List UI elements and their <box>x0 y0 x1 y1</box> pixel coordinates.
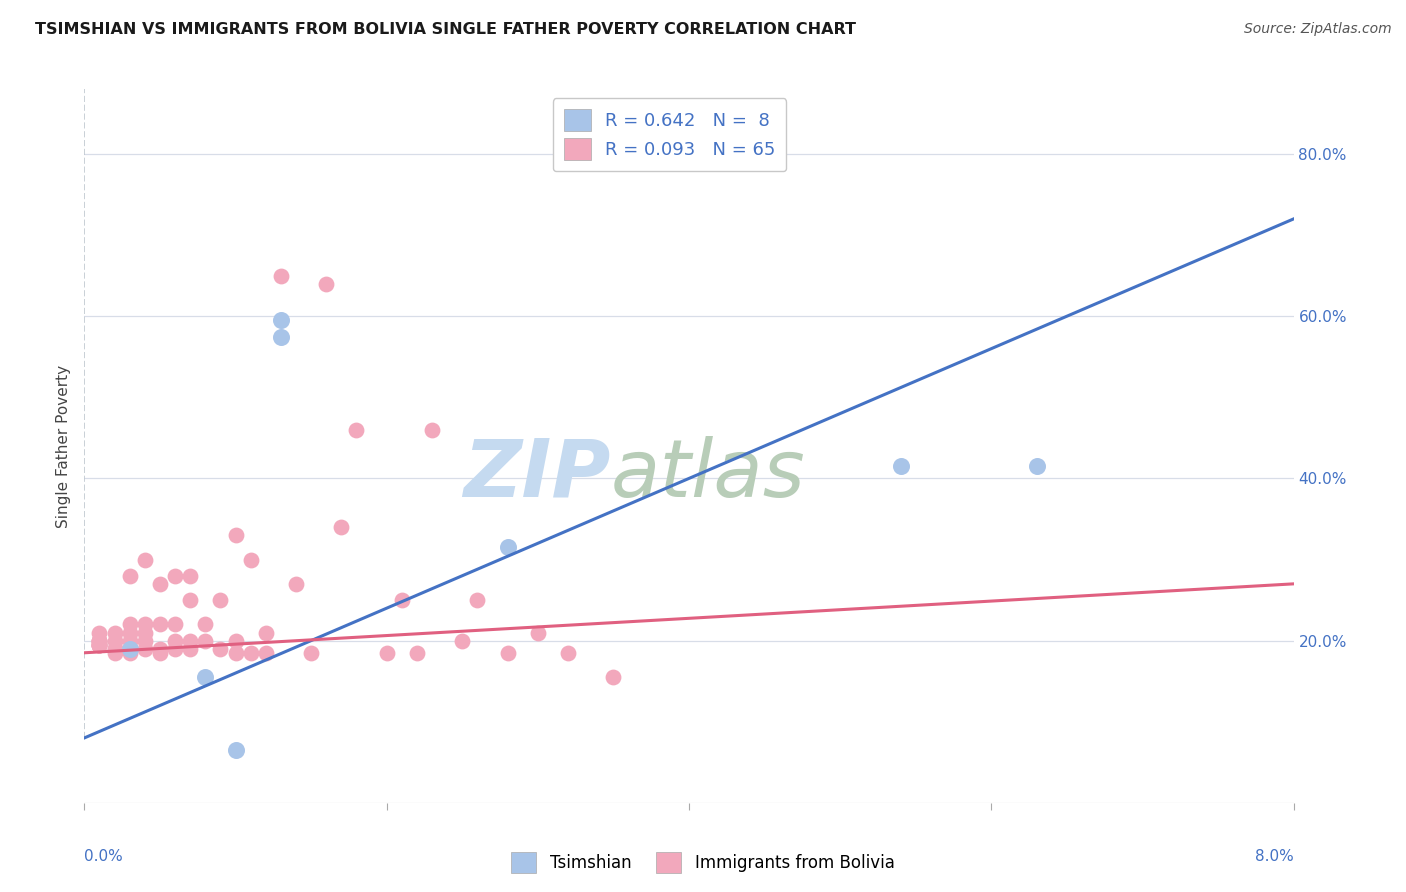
Point <box>602 670 624 684</box>
Point <box>451 633 474 648</box>
Point <box>239 646 262 660</box>
Point <box>527 625 550 640</box>
Point <box>496 646 519 660</box>
Text: ZIP: ZIP <box>463 435 610 514</box>
Point <box>118 641 141 656</box>
Point <box>89 633 111 648</box>
Point <box>239 552 262 566</box>
Point <box>496 541 519 555</box>
Point <box>557 646 579 660</box>
Text: 8.0%: 8.0% <box>1254 849 1294 864</box>
Point <box>118 646 141 660</box>
Point <box>315 277 337 291</box>
Point <box>165 568 187 582</box>
Point <box>89 633 111 648</box>
Point <box>104 633 127 648</box>
Point <box>165 633 187 648</box>
Point <box>406 646 429 660</box>
Point <box>134 641 156 656</box>
Point <box>118 641 141 656</box>
Point <box>254 625 277 640</box>
Point <box>134 552 156 566</box>
Point <box>104 641 127 656</box>
Point <box>89 638 111 652</box>
Point <box>179 568 201 582</box>
Point <box>225 633 247 648</box>
Text: Source: ZipAtlas.com: Source: ZipAtlas.com <box>1244 22 1392 37</box>
Point <box>89 633 111 648</box>
Point <box>270 329 292 343</box>
Point <box>104 641 127 656</box>
Point <box>194 633 217 648</box>
Point <box>89 638 111 652</box>
Point <box>118 633 141 648</box>
Text: 0.0%: 0.0% <box>84 849 124 864</box>
Point <box>375 646 398 660</box>
Point <box>179 593 201 607</box>
Legend: Tsimshian, Immigrants from Bolivia: Tsimshian, Immigrants from Bolivia <box>505 846 901 880</box>
Point <box>89 638 111 652</box>
Point <box>104 625 127 640</box>
Text: atlas: atlas <box>610 435 806 514</box>
Point <box>179 641 201 656</box>
Point <box>467 593 489 607</box>
Point <box>118 568 141 582</box>
Point <box>194 617 217 632</box>
Point <box>225 743 247 757</box>
Legend: R = 0.642   N =  8, R = 0.093   N = 65: R = 0.642 N = 8, R = 0.093 N = 65 <box>553 98 786 171</box>
Point <box>89 633 111 648</box>
Point <box>165 617 187 632</box>
Point <box>299 646 322 660</box>
Point <box>225 528 247 542</box>
Point <box>194 670 217 684</box>
Point <box>209 641 232 656</box>
Point <box>118 617 141 632</box>
Point <box>89 638 111 652</box>
Point <box>149 577 172 591</box>
Point <box>225 646 247 660</box>
Text: TSIMSHIAN VS IMMIGRANTS FROM BOLIVIA SINGLE FATHER POVERTY CORRELATION CHART: TSIMSHIAN VS IMMIGRANTS FROM BOLIVIA SIN… <box>35 22 856 37</box>
Point <box>890 459 912 474</box>
Point <box>254 646 277 660</box>
Y-axis label: Single Father Poverty: Single Father Poverty <box>56 365 72 527</box>
Point <box>165 641 187 656</box>
Point <box>134 617 156 632</box>
Point <box>1025 459 1047 474</box>
Point <box>118 625 141 640</box>
Point <box>149 617 172 632</box>
Point <box>209 593 232 607</box>
Point <box>330 520 353 534</box>
Point <box>179 633 201 648</box>
Point <box>89 638 111 652</box>
Point <box>270 268 292 283</box>
Point <box>134 633 156 648</box>
Point <box>285 577 308 591</box>
Point <box>346 423 368 437</box>
Point <box>391 593 413 607</box>
Point <box>420 423 443 437</box>
Point <box>104 646 127 660</box>
Point <box>134 625 156 640</box>
Point <box>149 646 172 660</box>
Point <box>270 313 292 327</box>
Point <box>149 641 172 656</box>
Point <box>89 625 111 640</box>
